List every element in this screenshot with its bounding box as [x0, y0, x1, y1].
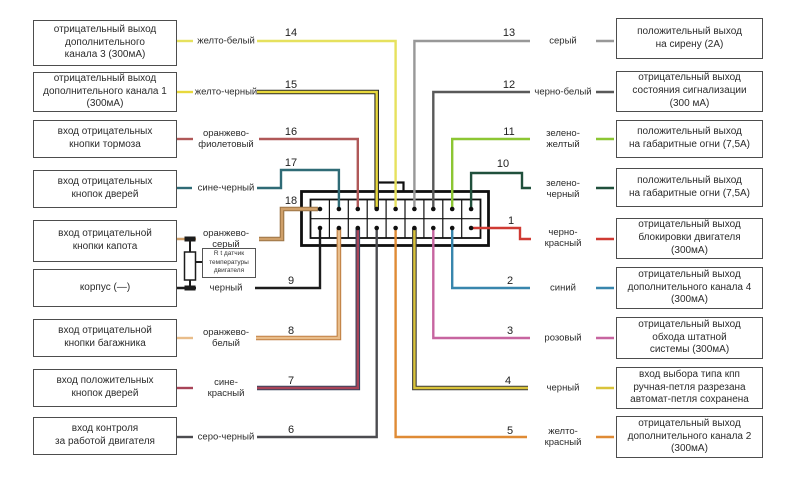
pin-number-3: 3	[506, 325, 514, 337]
right-wire-label-4: черный	[546, 382, 580, 394]
left-wire-label-18: оранжево- серый	[202, 227, 250, 250]
wire-pin7	[177, 228, 361, 391]
temp-sensor-resistor	[183, 236, 203, 291]
pin-number-8: 8	[287, 325, 295, 337]
left-wire-label-6: серо-черный	[197, 431, 255, 443]
left-wire-label-9: черный	[209, 282, 243, 294]
pin-number-5: 5	[506, 425, 514, 437]
pin-number-13: 13	[502, 27, 516, 39]
left-wire-label-16: оранжево- фиолетовый	[198, 127, 254, 150]
pin-number-18: 18	[284, 195, 298, 207]
pin-number-7: 7	[287, 375, 295, 387]
left-wire-label-17: сине-черный	[197, 182, 255, 194]
left-wire-label-7: сине- красный	[207, 376, 245, 399]
wire-pin13	[413, 39, 614, 209]
wire-pin12	[432, 90, 614, 209]
wire-pin17	[177, 168, 341, 209]
right-wire-label-1: черно- красный	[544, 226, 582, 249]
left-wire-label-8: оранжево- белый	[202, 326, 250, 349]
right-wire-label-12: черно-белый	[534, 86, 592, 98]
pin-number-2: 2	[506, 275, 514, 287]
right-wire-label-11: зелено- желтый	[546, 127, 580, 150]
wire-pin10	[469, 171, 614, 209]
wire-pin1	[471, 226, 614, 241]
temp-sensor-label: R t датчик температуры двигателя	[202, 248, 256, 278]
pin-number-1: 1	[507, 215, 515, 227]
right-box-parking-lights-2: положительный выход на габаритные огни (…	[616, 168, 763, 207]
left-box-trunk-button: вход отрицательной кнопки багажника	[33, 319, 177, 357]
wire-pin8	[177, 228, 342, 341]
left-box-aux-channel3: отрицательный выход дополнительного кана…	[33, 20, 177, 66]
right-wire-label-2: синий	[550, 282, 576, 294]
left-box-door-pos-buttons: вход положительных кнопок дверей	[33, 369, 177, 407]
left-box-ground: корпус (—)	[33, 269, 177, 307]
left-wire-label-15: желто-черный	[194, 86, 258, 98]
pin-number-15: 15	[284, 79, 298, 91]
right-wire-label-10: зелено- черный	[546, 177, 580, 200]
wire-pin5	[394, 228, 614, 439]
wire-pin16	[177, 137, 359, 209]
right-box-gearbox-select: вход выбора типа кпп ручная-петля разрез…	[616, 367, 763, 409]
right-box-alarm-status: отрицательный выход состояния сигнализац…	[616, 71, 763, 112]
left-box-door-neg-buttons: вход отрицательных кнопок дверей	[33, 170, 177, 208]
pin-number-4: 4	[504, 375, 512, 387]
pin-number-12: 12	[502, 79, 516, 91]
resistor-symbol	[183, 251, 197, 281]
right-box-aux-channel2: отрицательный выход дополнительного кана…	[616, 416, 763, 458]
pin-number-16: 16	[284, 126, 298, 138]
wire-pin11	[451, 137, 614, 209]
left-wire-label-14: желто-белый	[197, 35, 255, 47]
pin-number-10: 10	[496, 158, 510, 170]
wire-pin6	[177, 228, 378, 439]
wire-pin14	[177, 39, 397, 209]
left-box-aux-channel1: отрицательный выход дополнительного кана…	[33, 72, 177, 112]
connector-pins	[317, 206, 474, 231]
pin-number-17: 17	[284, 157, 298, 169]
wire-pin3	[432, 228, 614, 340]
right-box-siren-output: положительный выход на сирену (2А)	[616, 18, 763, 59]
wire-pin15	[177, 89, 379, 209]
left-box-brake-button: вход отрицательных кнопки тормоза	[33, 120, 177, 158]
right-wire-label-5: желто- красный	[544, 425, 582, 448]
left-box-hood-button: вход отрицательной кнопки капота	[33, 220, 177, 262]
wire-pin4	[412, 228, 614, 391]
right-box-bypass: отрицательный выход обхода штатной систе…	[616, 317, 763, 359]
pin-number-14: 14	[284, 27, 298, 39]
right-box-parking-lights-1: положительный выход на габаритные огни (…	[616, 120, 763, 158]
right-wire-label-3: розовый	[544, 332, 582, 344]
right-box-aux-channel4: отрицательный выход дополнительного кана…	[616, 267, 763, 309]
right-box-engine-block: отрицательный выход блокировки двигателя…	[616, 218, 763, 259]
wire-pin2	[451, 228, 614, 290]
right-wire-label-13: серый	[549, 35, 577, 47]
pin-number-11: 11	[503, 126, 515, 138]
pin-number-9: 9	[287, 275, 295, 287]
pin-number-6: 6	[287, 424, 295, 436]
left-box-engine-monitor: вход контроля за работой двигателя	[33, 417, 177, 455]
